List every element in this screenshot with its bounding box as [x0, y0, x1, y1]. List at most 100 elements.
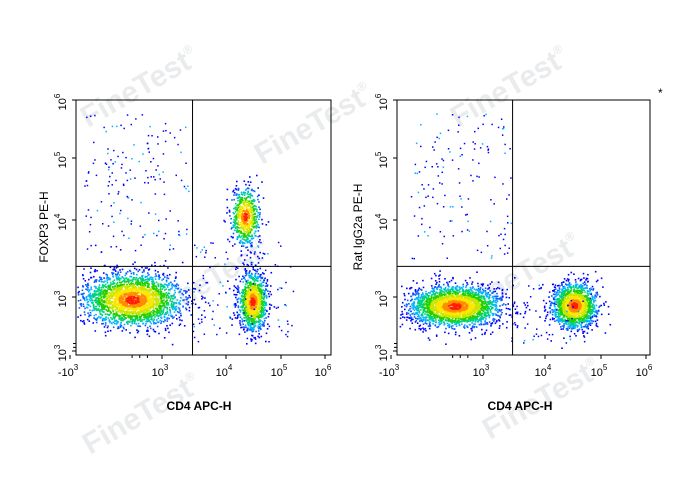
- event-dot: [244, 194, 246, 196]
- event-dot: [135, 283, 137, 285]
- event-dot: [112, 282, 115, 284]
- event-dot: [173, 289, 176, 292]
- event-dot: [202, 274, 204, 277]
- event-dot: [136, 325, 139, 327]
- event-dot: [154, 331, 157, 333]
- event-dot: [176, 287, 179, 290]
- event-dot: [116, 321, 118, 324]
- event-dot: [239, 202, 242, 204]
- event-dot: [132, 312, 134, 314]
- event-dot: [112, 316, 115, 318]
- event-dot: [131, 280, 133, 282]
- event-dot: [242, 232, 245, 235]
- event-dot: [132, 272, 135, 274]
- event-dot: [524, 310, 527, 313]
- event-dot: [243, 263, 245, 266]
- event-dot: [94, 159, 96, 161]
- event-dot: [122, 151, 124, 154]
- event-dot: [471, 283, 473, 285]
- event-dot: [146, 288, 149, 291]
- event-dot: [100, 316, 102, 319]
- event-dot: [235, 294, 238, 296]
- event-dot: [127, 316, 129, 318]
- event-dot: [500, 298, 503, 300]
- event-dot: [240, 250, 243, 252]
- event-dot: [121, 163, 123, 166]
- event-dot: [88, 294, 91, 297]
- event-dot: [151, 292, 154, 294]
- event-dot: [418, 287, 420, 290]
- event-dot: [145, 322, 147, 325]
- event-dot: [179, 312, 182, 315]
- event-dot: [206, 281, 209, 284]
- event-dot: [81, 320, 84, 323]
- event-dot: [260, 277, 262, 280]
- event-dot: [95, 301, 97, 303]
- event-dot: [229, 317, 232, 319]
- event-dot: [83, 292, 85, 295]
- event-dot: [95, 308, 97, 310]
- event-dot: [222, 285, 224, 287]
- event-dot: [160, 302, 163, 304]
- event-dot: [104, 313, 107, 315]
- event-dot: [233, 198, 235, 201]
- event-dot: [435, 283, 437, 285]
- event-dot: [144, 181, 146, 184]
- event-dot: [180, 151, 182, 154]
- event-dot: [259, 275, 261, 278]
- event-dot: [144, 288, 146, 291]
- event-dot: [498, 308, 501, 311]
- event-dot: [234, 220, 237, 222]
- event-dot: [96, 209, 99, 212]
- event-dot: [144, 282, 147, 285]
- event-dot: [150, 316, 153, 319]
- event-dot: [137, 281, 140, 284]
- event-dot: [165, 218, 167, 220]
- event-dot: [165, 301, 167, 304]
- event-dot: [401, 323, 404, 326]
- event-dot: [248, 221, 251, 224]
- event-dot: [174, 296, 176, 298]
- event-dot: [480, 323, 482, 325]
- event-dot: [186, 297, 189, 300]
- event-dot: [155, 306, 158, 309]
- event-dot: [86, 301, 89, 304]
- event-dot: [236, 180, 238, 183]
- watermark-text: FineTest®: [77, 367, 206, 461]
- event-dot: [124, 286, 127, 288]
- event-dot: [84, 313, 86, 316]
- event-dot: [106, 280, 108, 282]
- event-dot: [410, 286, 413, 289]
- event-dot: [170, 281, 172, 284]
- event-dot: [171, 343, 174, 346]
- event-dot: [123, 311, 126, 313]
- event-dot: [147, 148, 149, 150]
- event-dot: [106, 274, 108, 276]
- event-dot: [231, 318, 234, 320]
- event-dot: [273, 306, 276, 308]
- event-dot: [100, 290, 103, 293]
- event-dot: [130, 317, 132, 320]
- event-dot: [202, 296, 204, 299]
- event-dot: [132, 320, 134, 322]
- event-dot: [162, 303, 164, 305]
- event-dot: [164, 306, 167, 309]
- event-dot: [280, 329, 283, 332]
- event-dot: [149, 321, 151, 323]
- event-dot: [151, 280, 153, 283]
- event-dot: [249, 176, 251, 178]
- event-dot: [90, 299, 92, 302]
- event-dot: [263, 279, 265, 282]
- event-dot: [244, 232, 246, 235]
- event-dot: [258, 206, 260, 208]
- event-dot: [267, 253, 269, 255]
- event-dot: [111, 283, 113, 285]
- event-dot: [404, 298, 406, 301]
- event-dot: [166, 286, 169, 288]
- event-dot: [237, 285, 239, 287]
- event-dot: [117, 155, 119, 158]
- event-dot: [254, 226, 257, 228]
- event-dot: [109, 284, 112, 286]
- event-dot: [141, 283, 144, 285]
- event-dot: [150, 327, 152, 330]
